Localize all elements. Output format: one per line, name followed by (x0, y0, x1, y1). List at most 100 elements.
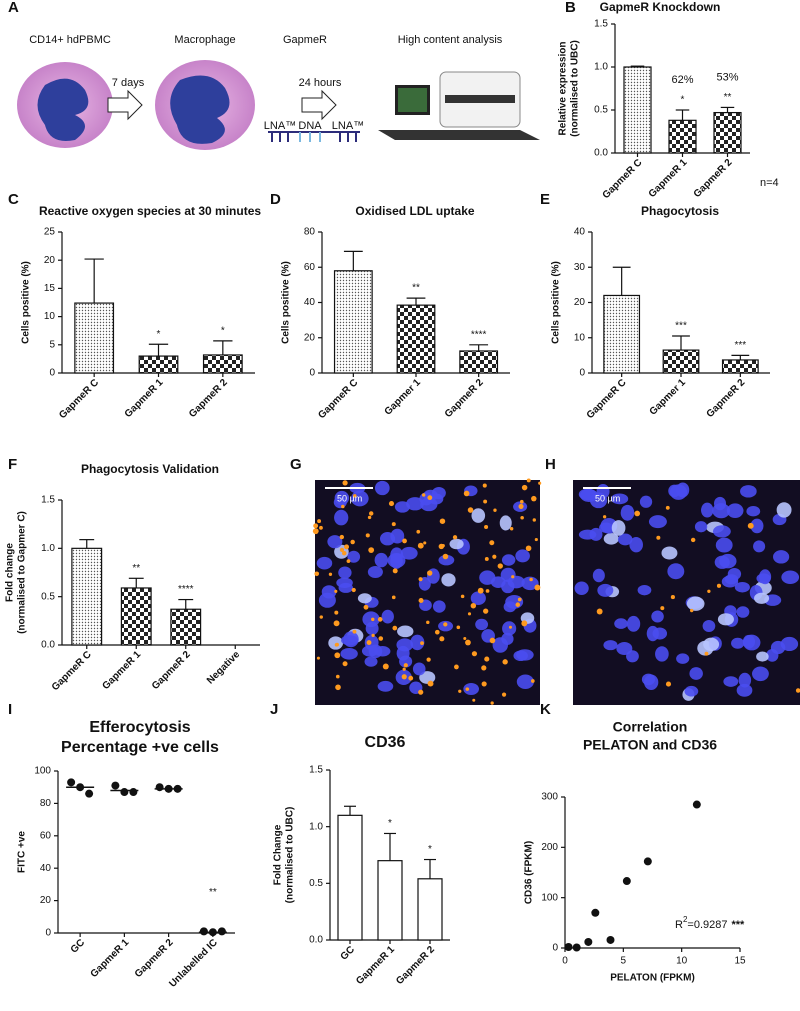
particle (484, 656, 490, 662)
chart-title: PELATON and CD36 (583, 737, 717, 753)
particle (423, 541, 427, 545)
nucleus (475, 618, 489, 631)
data-point (67, 778, 76, 787)
nucleus (651, 610, 664, 623)
nucleus (432, 600, 446, 613)
particle (363, 604, 369, 610)
particle (351, 587, 356, 593)
chart-title: CD36 (365, 734, 406, 751)
particle (339, 547, 345, 553)
nucleus (377, 680, 394, 692)
particle (333, 620, 340, 627)
chart-title: Phagocytosis Validation (81, 462, 219, 476)
significance: ** (132, 563, 140, 574)
nucleus (357, 593, 372, 604)
nucleus (610, 493, 629, 505)
nucleus (702, 619, 716, 633)
x-tick-label: GapmeR 1 (647, 157, 690, 200)
particle (489, 540, 495, 546)
y-tick-label: 0 (579, 368, 585, 379)
nucleus (754, 592, 770, 604)
particle (366, 640, 372, 645)
nucleus (374, 552, 389, 568)
x-tick-label: 10 (676, 956, 688, 967)
particle (518, 503, 524, 509)
particle (401, 674, 407, 680)
nucleus (686, 596, 705, 611)
y-tick-label: 0 (45, 928, 51, 939)
y-tick-label: 80 (304, 227, 316, 238)
scale-bar-label: 50 µm (337, 493, 362, 503)
y-tick-label: 0.5 (594, 105, 608, 116)
particle (335, 674, 340, 679)
particle (521, 620, 528, 627)
particle (344, 544, 350, 550)
nucleus (611, 520, 626, 536)
x-tick-label: GapmeR C (601, 157, 645, 201)
x-tick-label: Gapmer 1 (648, 377, 689, 418)
nucleus (438, 554, 455, 566)
particle (456, 625, 461, 630)
particle (334, 589, 338, 593)
particle (427, 680, 434, 687)
panel-a-illustration (17, 60, 540, 150)
data-point (199, 927, 208, 936)
y-tick-label: 0.0 (309, 935, 323, 946)
nucleus (381, 609, 394, 624)
nucleus (668, 484, 681, 498)
data-point (622, 877, 631, 886)
nucleus (379, 532, 396, 546)
particle (442, 553, 449, 560)
particle (656, 535, 661, 540)
particle (525, 545, 532, 552)
nucleus (736, 683, 753, 697)
x-tick-label: GapmeR 2 (150, 649, 193, 692)
particle (481, 665, 487, 671)
y-tick-label: 20 (44, 255, 56, 266)
y-tick-label: 80 (40, 798, 52, 809)
particle (392, 625, 398, 631)
particle (452, 535, 458, 540)
particle (382, 663, 389, 670)
significance: *** (675, 321, 687, 332)
nucleus (742, 634, 756, 649)
bar (713, 111, 742, 154)
nucleus (614, 618, 628, 629)
nucleus (501, 554, 516, 566)
particle (511, 575, 515, 579)
bar (170, 608, 202, 646)
particle (420, 641, 424, 646)
nucleus (661, 546, 678, 560)
y-tick-label: 1.0 (594, 62, 608, 73)
significance: * (681, 95, 685, 106)
significance: * (221, 325, 225, 336)
annotation: R2=0.9287 *** (675, 915, 745, 931)
nucleus (637, 584, 652, 596)
y-tick-label: 0.0 (41, 640, 55, 651)
particle (418, 597, 424, 604)
particle (353, 494, 357, 498)
y-tick-label: 40 (304, 297, 316, 308)
panel-letter: C (8, 191, 19, 208)
nucleus (750, 518, 764, 534)
x-tick-label: GapmeR 2 (705, 377, 748, 420)
y-axis-label: (normalised to Gapmer C) (17, 511, 28, 634)
particle (795, 688, 800, 693)
particle (517, 597, 522, 602)
particle (341, 504, 345, 509)
x-tick-label: GapmeR 2 (187, 377, 230, 420)
particle (408, 675, 414, 681)
significance: ** (209, 887, 217, 898)
nucleus (776, 502, 792, 518)
particle (467, 612, 472, 616)
nucleus (701, 502, 714, 518)
x-tick-label: GapmeR 1 (100, 649, 143, 692)
particle (484, 557, 489, 561)
step-label: Macrophage (174, 34, 235, 46)
nucleus (684, 685, 699, 697)
particle (342, 480, 348, 486)
x-tick-label: 15 (734, 956, 746, 967)
y-tick-label: 0.0 (594, 148, 608, 159)
nucleus (736, 606, 750, 618)
particle (341, 550, 347, 556)
